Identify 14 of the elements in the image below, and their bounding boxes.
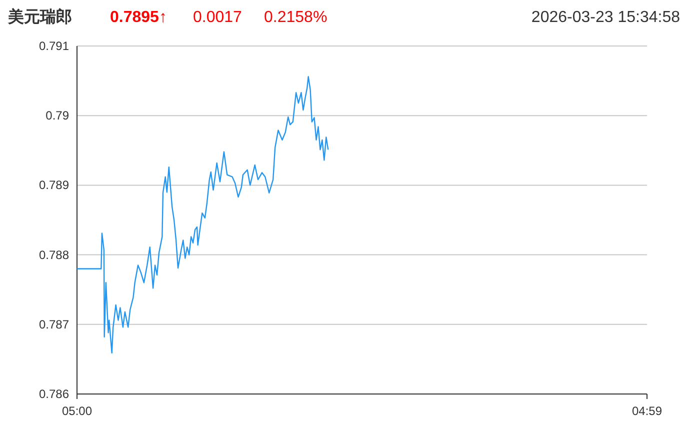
chart-title: 美元瑞郎 (7, 7, 72, 26)
text: 0.0017 (193, 9, 242, 26)
text: 0.2158% (264, 9, 328, 26)
y-tick-label: 0.788 (38, 248, 70, 262)
x-tick-label: 04:59 (632, 404, 662, 418)
text: 2026-03-23 15:34:58 (531, 9, 680, 26)
y-tick-label: 0.791 (38, 39, 70, 53)
y-tick-label: 0.79 (46, 108, 70, 123)
text: 0.7895↑ (110, 9, 167, 26)
y-tick-label: 0.786 (38, 387, 70, 401)
y-tick-label: 0.789 (38, 178, 70, 192)
y-tick-label: 0.787 (38, 317, 70, 332)
x-tick-label: 05:00 (62, 404, 92, 418)
line-series (76, 76, 329, 354)
